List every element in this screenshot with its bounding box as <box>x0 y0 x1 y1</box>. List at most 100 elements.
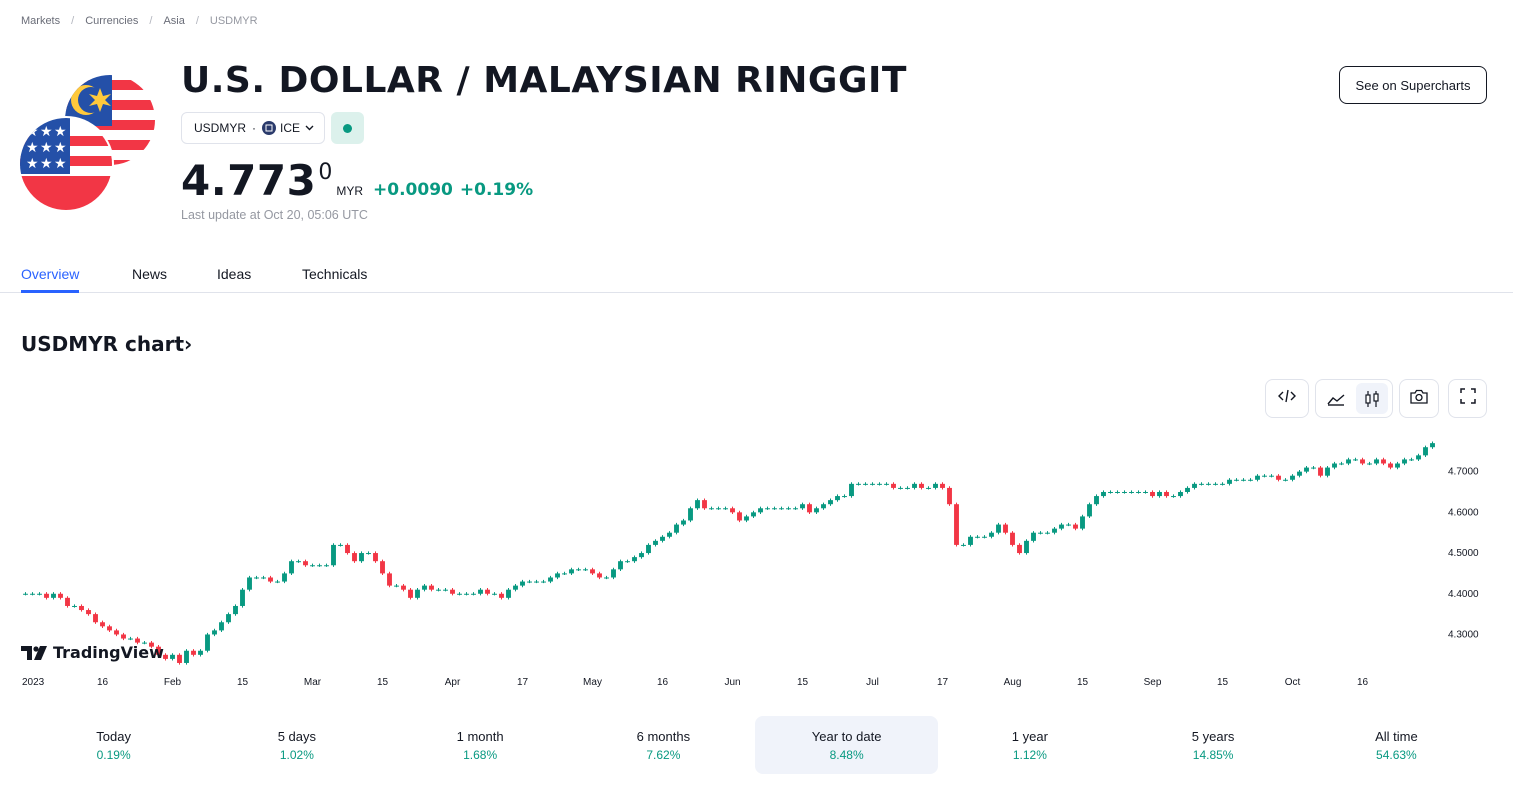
candle-body <box>1178 491 1183 497</box>
breadcrumb-currencies[interactable]: Currencies <box>85 15 139 27</box>
candle-body <box>436 589 441 591</box>
candle-body <box>373 553 378 562</box>
svg-text:★: ★ <box>54 140 67 156</box>
candle-body <box>163 654 168 659</box>
embed-code-button[interactable] <box>1265 379 1309 418</box>
candle-body <box>156 646 161 655</box>
candle-body <box>1374 459 1379 464</box>
candle-body <box>471 593 476 595</box>
candle-body <box>443 589 448 591</box>
candle-body <box>1255 475 1260 480</box>
candle-body <box>464 593 469 595</box>
candle-body <box>1304 467 1309 472</box>
chart-style-toggle <box>1315 379 1393 418</box>
candle-body <box>772 508 777 510</box>
candle-body <box>408 589 413 598</box>
x-axis-tick-label: 15 <box>237 677 249 688</box>
candle-body <box>653 540 658 545</box>
separator-dot: · <box>252 121 257 135</box>
period-5-days[interactable]: 5 days 1.02% <box>205 716 388 774</box>
candle-body <box>485 589 490 594</box>
candle-body <box>170 654 175 659</box>
period-year-to-date[interactable]: Year to date 8.48% <box>755 716 939 774</box>
period-6-months[interactable]: 6 months 7.62% <box>572 716 755 774</box>
symbol-exchange-selector[interactable]: USDMYR · ICE <box>181 112 325 144</box>
period-today[interactable]: Today 0.19% <box>22 716 205 774</box>
candle-body <box>121 634 126 639</box>
period-label: 1 month <box>456 728 504 744</box>
price-value: 4.773 <box>181 156 317 205</box>
candle-body <box>702 500 707 509</box>
candle-body <box>856 483 861 485</box>
y-axis-tick-label: 4.3000 <box>1448 629 1479 640</box>
candle-body <box>240 589 245 606</box>
candle-body <box>338 544 343 546</box>
candles-button[interactable] <box>1356 383 1388 414</box>
candle-body <box>681 520 686 525</box>
candle-body <box>898 487 903 489</box>
x-axis-tick-label: Aug <box>1004 677 1022 688</box>
tab-ideas[interactable]: Ideas <box>217 266 252 282</box>
candle-body <box>730 508 735 513</box>
candle-body <box>821 504 826 509</box>
x-axis-tick-label: 16 <box>1357 677 1369 688</box>
candle-body <box>149 642 154 647</box>
code-embed-icon <box>1278 389 1296 408</box>
x-axis-tick-label: May <box>583 677 602 688</box>
candle-body <box>226 614 231 623</box>
period-1-month[interactable]: 1 month 1.68% <box>389 716 572 774</box>
tradingview-logo[interactable]: TradingView <box>21 643 164 662</box>
candle-body <box>1227 479 1232 484</box>
tab-overview[interactable]: Overview <box>21 266 80 293</box>
area-chart-button[interactable] <box>1320 383 1352 414</box>
chart-heading-link[interactable]: USDMYR chart› <box>21 332 192 356</box>
candle-body <box>51 593 56 598</box>
screenshot-button[interactable] <box>1399 379 1439 418</box>
candle-body <box>1262 475 1267 477</box>
candle-body <box>576 569 581 571</box>
breadcrumb-asia[interactable]: Asia <box>163 15 185 27</box>
candle-body <box>1409 459 1414 461</box>
candle-body <box>1213 483 1218 485</box>
candle-body <box>1087 504 1092 517</box>
price-chart[interactable]: 4.7000 4.6000 4.5000 4.4000 4.3000 2023 16 Feb 1… <box>0 430 1513 692</box>
candle-body <box>44 593 49 598</box>
fullscreen-button[interactable] <box>1448 379 1487 418</box>
tab-bar: Overview News Ideas Technicals <box>0 262 1513 293</box>
period-value: 8.48% <box>829 747 864 762</box>
period-value: 54.63% <box>1376 747 1417 762</box>
see-on-supercharts-button[interactable]: See on Supercharts <box>1339 66 1487 104</box>
candle-body <box>191 650 196 655</box>
candle-body <box>359 553 364 562</box>
candle-body <box>310 565 315 567</box>
candle-body <box>716 508 721 510</box>
candle-body <box>555 573 560 578</box>
candle-body <box>527 581 532 583</box>
breadcrumb-markets[interactable]: Markets <box>21 15 61 27</box>
tab-technicals[interactable]: Technicals <box>302 266 368 282</box>
candle-body <box>919 483 924 488</box>
candle-body <box>380 561 385 574</box>
tradingview-brand: TradingView <box>53 643 164 662</box>
market-open-status-badge[interactable] <box>331 112 364 144</box>
candle-body <box>779 508 784 510</box>
candle-body <box>1171 496 1176 498</box>
candle-body <box>989 532 994 537</box>
period-5-years[interactable]: 5 years 14.85% <box>1122 716 1305 774</box>
candle-body <box>401 585 406 590</box>
candle-body <box>415 589 420 598</box>
candle-body <box>429 585 434 590</box>
candle-body <box>807 504 812 513</box>
tab-news[interactable]: News <box>132 266 168 282</box>
x-axis-tick-label: 16 <box>657 677 669 688</box>
period-value: 1.02% <box>279 747 314 762</box>
candle-body <box>1143 491 1148 493</box>
period-1-year[interactable]: 1 year 1.12% <box>938 716 1121 774</box>
period-all-time[interactable]: All time 54.63% <box>1305 716 1488 774</box>
candle-body <box>450 589 455 594</box>
candle-body <box>1045 532 1050 534</box>
price-change-percent: +0.19% <box>459 180 534 200</box>
candle-body <box>1367 463 1372 465</box>
candle-body <box>457 593 462 595</box>
period-label: 1 year <box>1011 728 1048 744</box>
